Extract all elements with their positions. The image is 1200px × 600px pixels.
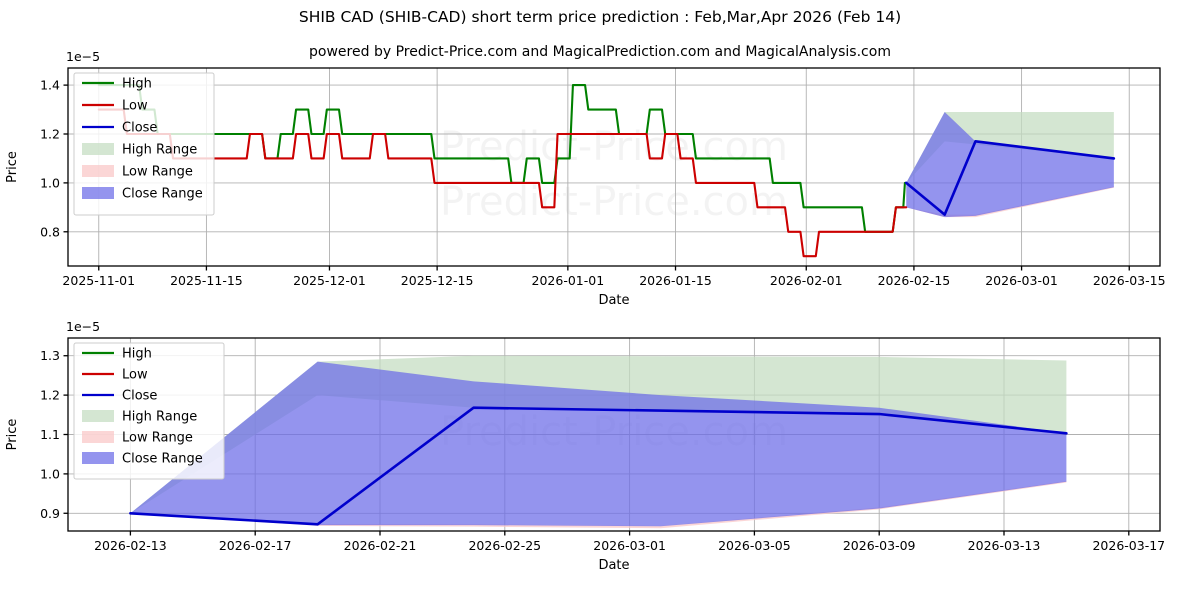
svg-text:2026-03-01: 2026-03-01: [985, 273, 1058, 288]
svg-text:2025-12-01: 2025-12-01: [293, 273, 366, 288]
svg-text:2026-03-01: 2026-03-01: [593, 538, 666, 553]
svg-text:Close: Close: [122, 121, 157, 136]
svg-text:2026-02-25: 2026-02-25: [468, 538, 541, 553]
svg-text:2026-02-15: 2026-02-15: [878, 273, 951, 288]
svg-text:2026-02-01: 2026-02-01: [770, 273, 843, 288]
svg-text:Close: Close: [122, 389, 157, 404]
svg-text:Price: Price: [5, 151, 20, 183]
svg-text:Close Range: Close Range: [122, 187, 203, 202]
svg-text:High Range: High Range: [122, 143, 197, 158]
svg-text:1.1: 1.1: [40, 427, 60, 442]
top-chart-svg: Predict-Price.com Predict-Price.com 0.8 1.0…: [5, 49, 1166, 308]
svg-text:1.0: 1.0: [40, 175, 60, 190]
svg-text:Date: Date: [598, 558, 629, 573]
page-title: SHIB CAD (SHIB-CAD) short term price pre…: [298, 8, 902, 26]
svg-text:Predict-Price.com: Predict-Price.com: [440, 124, 788, 170]
svg-text:2026-03-15: 2026-03-15: [1093, 273, 1166, 288]
svg-text:Low Range: Low Range: [122, 431, 193, 446]
svg-text:2026-02-21: 2026-02-21: [344, 538, 417, 553]
svg-text:Close Range: Close Range: [122, 452, 203, 467]
svg-text:2026-02-17: 2026-02-17: [219, 538, 292, 553]
svg-text:Price: Price: [5, 419, 20, 451]
svg-text:High Range: High Range: [122, 410, 197, 425]
svg-text:1.4: 1.4: [40, 78, 60, 93]
page-subtitle: powered by Predict-Price.com and Magical…: [309, 44, 891, 60]
svg-text:2026-03-13: 2026-03-13: [968, 538, 1041, 553]
svg-text:2025-11-15: 2025-11-15: [170, 273, 243, 288]
svg-text:1.0: 1.0: [40, 466, 60, 481]
svg-text:Date: Date: [598, 293, 629, 308]
bottom-chart-svg: Predict-Price.com0.91.01.11.21.32026-02-…: [5, 319, 1165, 573]
svg-text:Predict-Price.com: Predict-Price.com: [440, 179, 788, 225]
svg-text:2026-03-17: 2026-03-17: [1092, 538, 1165, 553]
svg-text:Low: Low: [122, 99, 148, 114]
svg-text:2026-01-01: 2026-01-01: [532, 273, 605, 288]
svg-text:2025-11-01: 2025-11-01: [62, 273, 135, 288]
svg-text:High: High: [122, 347, 152, 362]
svg-text:2026-03-05: 2026-03-05: [718, 538, 791, 553]
svg-text:0.9: 0.9: [40, 506, 60, 521]
svg-text:2025-12-15: 2025-12-15: [401, 273, 474, 288]
svg-text:2026-02-13: 2026-02-13: [94, 538, 167, 553]
svg-text:2026-01-15: 2026-01-15: [639, 273, 712, 288]
svg-text:Low Range: Low Range: [122, 165, 193, 180]
svg-text:1.3: 1.3: [40, 348, 60, 363]
svg-text:High: High: [122, 77, 152, 92]
svg-text:1e−5: 1e−5: [66, 49, 100, 64]
svg-text:1.2: 1.2: [40, 388, 60, 403]
svg-text:0.8: 0.8: [40, 224, 60, 239]
bottom-chart-panel: Predict-Price.com0.91.01.11.21.32026-02-…: [0, 315, 1200, 600]
svg-text:Low: Low: [122, 368, 148, 383]
svg-text:2026-03-09: 2026-03-09: [843, 538, 916, 553]
svg-text:1e−5: 1e−5: [66, 319, 100, 334]
top-chart-panel: Predict-Price.com Predict-Price.com 0.8 1.0…: [5, 49, 1166, 308]
svg-text:1.2: 1.2: [40, 127, 60, 142]
